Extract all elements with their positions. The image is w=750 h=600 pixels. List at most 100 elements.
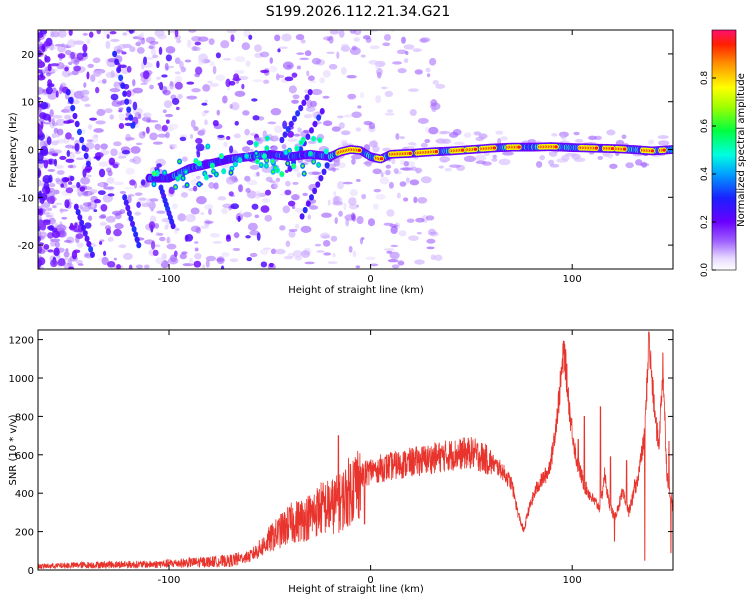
spectrogram-cell [337,181,344,190]
spectrogram-cell [93,209,98,213]
spectrogram-cell [391,158,396,165]
spectrogram-cell [176,38,182,44]
spectrogram-cell [64,199,70,209]
spectrogram-cell [291,72,298,78]
spectrogram-cell [81,90,90,96]
spectrogram-cell [45,72,52,77]
spectrogram-cell [282,131,288,138]
spectrogram-cell [648,139,655,145]
spectrogram-cell [77,263,84,266]
y-tick-label: 20 [21,50,34,61]
spectrogram-cell [38,159,45,164]
spectrogram-cell [369,45,381,50]
snr-series-line [38,331,673,570]
spectrogram-cell [132,156,142,165]
spectrogram-cell [113,45,122,53]
spectrogram-cell [52,205,57,209]
spectrogram-cell [128,215,134,222]
snr-ylabel: SNR (10 * v/v) [8,414,19,485]
spectrogram-cell [390,244,399,248]
spectrogram-cell [430,231,439,237]
spectrogram-cell [426,246,435,250]
spectrogram-cell [118,113,125,121]
spectrogram-cell [222,169,225,173]
spectrogram-cell [72,112,78,120]
spectrogram-cell [291,99,299,104]
spectrogram-cell [305,200,311,207]
spectrogram-cell [385,169,391,176]
spectrogram-cell [133,231,139,238]
spectrogram-cell [348,245,353,253]
spectrogram-cell [73,203,79,211]
spectrogram-cell [193,126,199,132]
spectrogram-cell [136,241,142,249]
spectrogram-cell [198,161,201,165]
spectrogram-cell [204,204,214,210]
spectrogram-cell [63,251,70,258]
spectrogram-cell [282,120,288,130]
spectrogram-cell [453,141,465,146]
spectrogram-cell [327,199,331,206]
spectrogram-cell [213,182,219,190]
x-tick-label: 0 [367,575,373,586]
spectrogram-cell [129,48,133,51]
spectrogram-cell [116,66,122,74]
spectrogram-cell [181,251,188,255]
spectrogram-cell [69,175,75,181]
spectrogram-cell [409,108,417,117]
spectrogram-cell [263,154,266,158]
spectrogram-cell [67,266,75,269]
spectrogram-cell [38,37,41,42]
spectrogram-cell [414,69,423,75]
spectrogram-cell [82,32,88,36]
spectrogram-cell [39,112,47,119]
spectrogram-cell [312,187,318,195]
spectrogram-cell [242,211,252,218]
spectrogram-cell [275,73,280,81]
spectrogram-cell [425,67,431,73]
spectrogram-cell [226,30,237,34]
spectrogram-cell [268,262,274,268]
spectrogram-cell [343,114,353,118]
spectrogram-cell [284,151,288,154]
spectrogram-cell [249,252,258,258]
spectrogram-cell [380,172,384,178]
spectrogram-cell [318,174,324,182]
spectrogram-cell [191,35,202,42]
spectrogram-cell [51,149,62,154]
spectrogram-cell [355,265,361,269]
x-tick-label: 0 [367,274,373,285]
spectrogram-cell [449,164,461,168]
spectrogram-cell [353,37,361,42]
spectrogram-cell [346,74,357,79]
spectrogram-cell [247,222,258,231]
spectrogram-cell [102,194,113,203]
spectrogram-cell [150,240,156,250]
spectrogram-cell [161,124,168,132]
spectrogram-cell [105,40,111,49]
spectrogram-cell [166,236,171,244]
spectrogram-cell [106,177,115,184]
spectrogram-cell [119,190,127,194]
spectrogram-cell [306,99,313,108]
spectrogram-cell [376,67,383,76]
spectrogram-cell [245,154,248,158]
spectrogram-cell [641,161,647,168]
y-tick-label: -20 [18,241,34,252]
spectrogram-cell [140,32,144,39]
spectrogram-cell [65,88,71,96]
spectrogram-cell [594,146,599,150]
spectrogram-cell [304,94,310,101]
spectrogram-cell [68,61,73,66]
spectrogram-cell [244,128,250,136]
spectrogram-cell [249,164,260,170]
spectrogram-cell [208,38,215,45]
spectrogram-cell [229,103,233,109]
spectrogram-cell [417,117,429,124]
spectrogram-cell [80,224,86,232]
spectrogram-cell [128,264,133,269]
colorbar-tick-label: 0.4 [700,167,710,182]
spectrogram-cell [122,252,133,260]
spectrogram-cell [551,133,558,137]
